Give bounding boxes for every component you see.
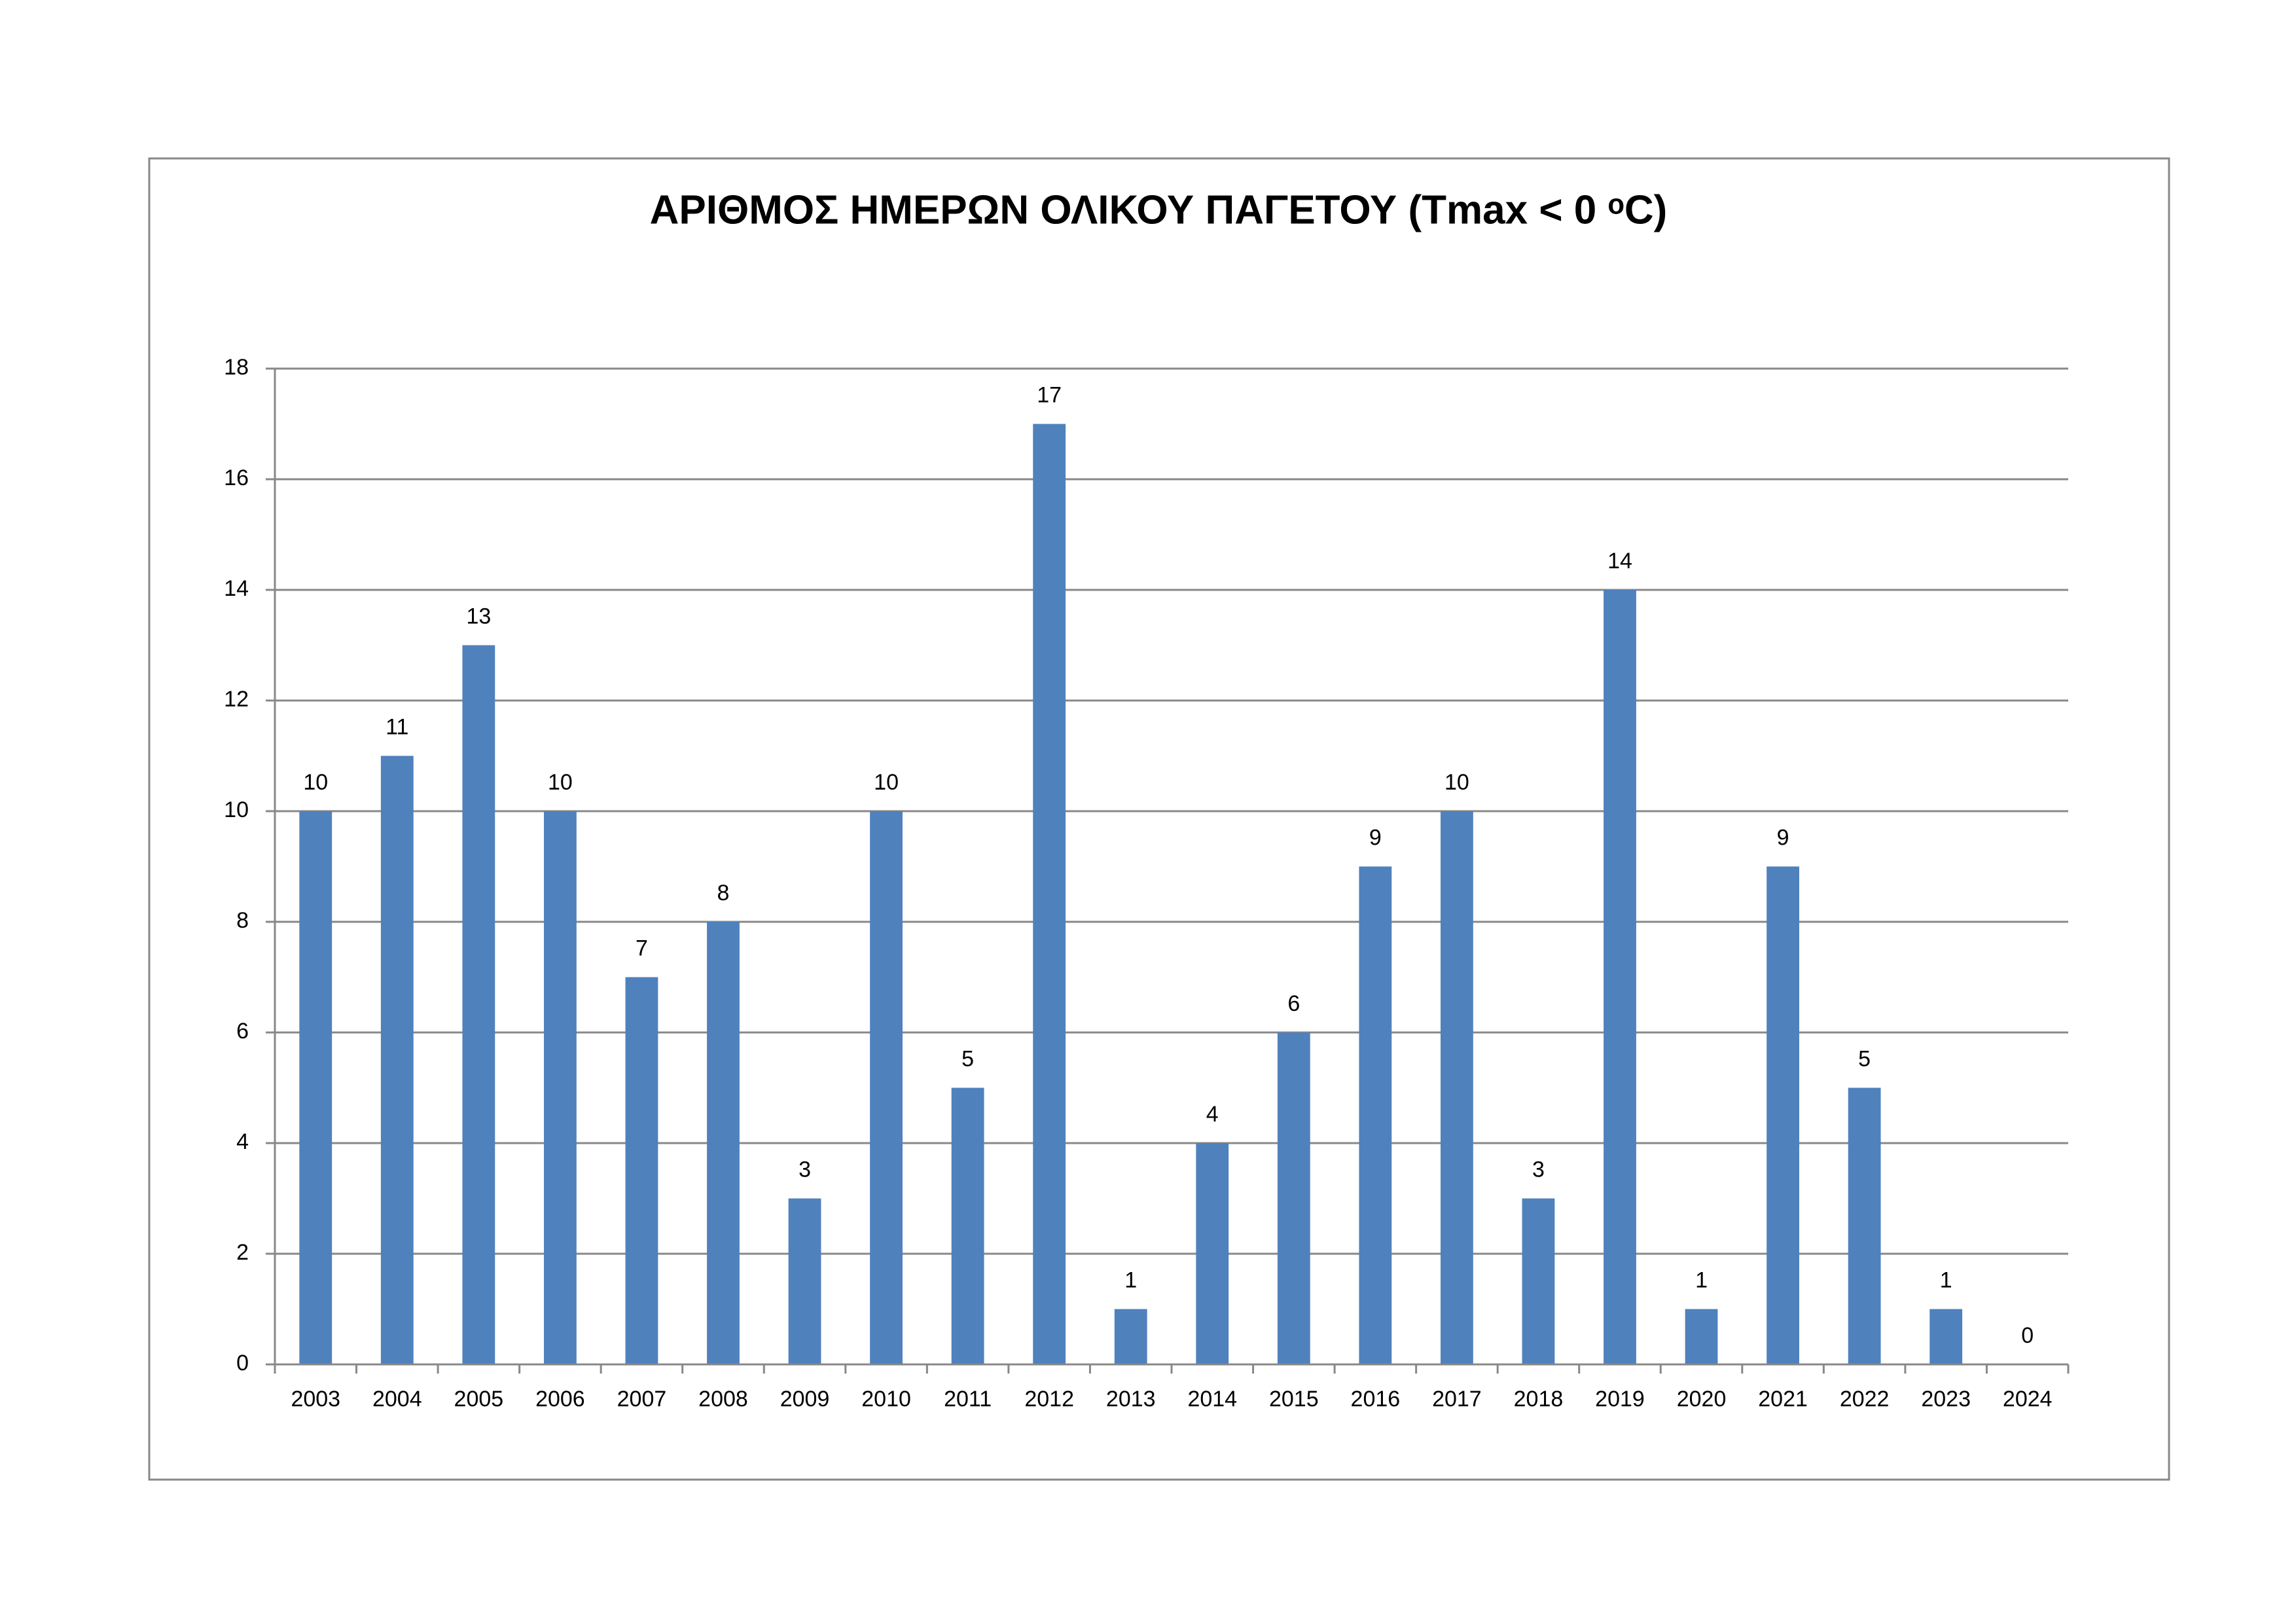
y-tick-label: 14 <box>224 576 249 601</box>
x-tick-label: 2022 <box>1840 1387 1890 1412</box>
x-tick-label: 2023 <box>1921 1387 1971 1412</box>
y-tick-label: 10 <box>224 797 249 822</box>
y-tick-label: 4 <box>236 1129 249 1154</box>
bar <box>1604 590 1636 1364</box>
x-tick-label: 2007 <box>617 1387 667 1412</box>
bar <box>1522 1198 1555 1364</box>
data-label: 7 <box>636 936 648 960</box>
data-label: 5 <box>1858 1046 1871 1071</box>
bar <box>1033 424 1066 1364</box>
x-tick-label: 2004 <box>372 1387 422 1412</box>
bar <box>1196 1143 1229 1364</box>
x-tick-label: 2011 <box>944 1387 992 1412</box>
x-tick-label: 2012 <box>1024 1387 1074 1412</box>
data-label: 13 <box>466 604 491 629</box>
x-tick-label: 2021 <box>1758 1387 1808 1412</box>
bar <box>625 977 658 1364</box>
x-tick-label: 2013 <box>1106 1387 1156 1412</box>
x-tick-label: 2018 <box>1514 1387 1564 1412</box>
x-tick-label: 2009 <box>780 1387 830 1412</box>
data-label: 9 <box>1777 825 1789 850</box>
x-tick-label: 2017 <box>1432 1387 1482 1412</box>
x-tick-label: 2005 <box>454 1387 504 1412</box>
bar <box>1114 1309 1147 1364</box>
x-tick-label: 2016 <box>1351 1387 1401 1412</box>
x-tick-label: 2019 <box>1595 1387 1645 1412</box>
x-tick-label: 2020 <box>1677 1387 1727 1412</box>
bar <box>544 811 577 1364</box>
data-label: 1 <box>1940 1267 1952 1292</box>
bar <box>1277 1032 1310 1364</box>
bar <box>462 645 495 1364</box>
chart-title: ΑΡΙΘΜΟΣ ΗΜΕΡΩΝ ΟΛΙΚΟΥ ΠΑΓΕΤΟΥ (Tmax < 0 … <box>650 187 1668 232</box>
bar <box>1685 1309 1718 1364</box>
data-label: 4 <box>1206 1102 1219 1127</box>
x-tick-label: 2003 <box>291 1387 340 1412</box>
y-tick-label: 12 <box>224 687 249 712</box>
y-tick-label: 6 <box>236 1019 249 1044</box>
data-label: 10 <box>303 770 328 795</box>
bar <box>1359 866 1392 1364</box>
bar <box>707 922 740 1364</box>
bar <box>1767 866 1799 1364</box>
data-label: 0 <box>2021 1323 2034 1348</box>
bar <box>1441 811 1473 1364</box>
y-tick-label: 8 <box>236 908 249 933</box>
x-tick-label: 2015 <box>1269 1387 1319 1412</box>
data-label: 17 <box>1037 382 1062 407</box>
data-label: 3 <box>798 1157 811 1182</box>
y-tick-label: 2 <box>236 1240 249 1265</box>
bar <box>299 811 332 1364</box>
y-tick-label: 0 <box>236 1351 249 1376</box>
x-tick-label: 2024 <box>2003 1387 2053 1412</box>
data-label: 8 <box>717 881 730 905</box>
data-label: 3 <box>1532 1157 1545 1182</box>
bar <box>380 756 414 1364</box>
y-tick-label: 16 <box>224 465 249 490</box>
bar <box>951 1087 984 1364</box>
bar <box>788 1198 821 1364</box>
x-tick-label: 2008 <box>698 1387 748 1412</box>
bar <box>1848 1087 1881 1364</box>
data-label: 5 <box>961 1046 974 1071</box>
data-label: 10 <box>874 770 899 795</box>
data-label: 1 <box>1124 1267 1137 1292</box>
data-label: 11 <box>386 714 408 739</box>
data-label: 9 <box>1369 825 1382 850</box>
x-tick-label: 2014 <box>1187 1387 1237 1412</box>
bar <box>870 811 903 1364</box>
x-tick-label: 2010 <box>861 1387 911 1412</box>
data-label: 1 <box>1695 1267 1708 1292</box>
data-label: 10 <box>1444 770 1469 795</box>
bar <box>1929 1309 1963 1364</box>
data-label: 10 <box>548 770 573 795</box>
x-tick-label: 2006 <box>535 1387 585 1412</box>
y-tick-label: 18 <box>224 355 249 380</box>
data-label: 6 <box>1287 991 1300 1016</box>
data-label: 14 <box>1607 549 1632 574</box>
